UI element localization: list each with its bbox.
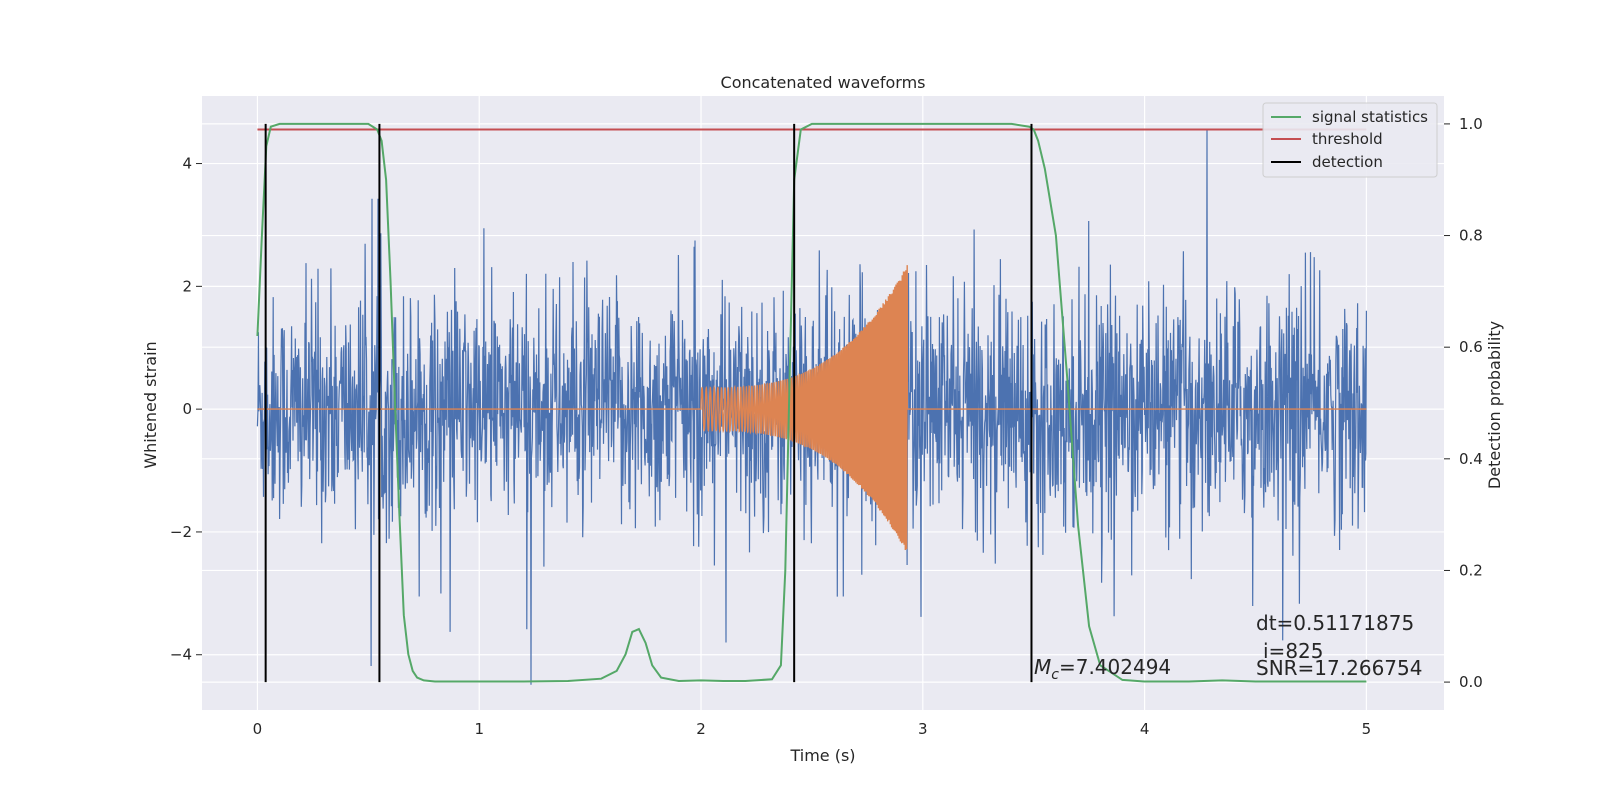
x-tick-label: 5 — [1362, 720, 1372, 738]
y2-tick-label: 0.0 — [1459, 673, 1483, 691]
y-tick-label: −4 — [170, 646, 192, 664]
y2-tick-label: 0.6 — [1459, 338, 1483, 356]
annotation-mc-value: =7.402494 — [1059, 655, 1171, 679]
legend-label-detection: detection — [1312, 153, 1383, 171]
y-tick-label: 0 — [182, 400, 192, 418]
annotation-snr: SNR=17.266754 — [1256, 656, 1422, 680]
annotations: dt=0.51171875 i=825 SNR=17.266754 Mc=7.4… — [1034, 611, 1422, 683]
y-tick-label: 2 — [182, 277, 192, 295]
x-tick-label: 3 — [918, 720, 928, 738]
y2-axis-label: Detection probability — [1485, 321, 1504, 489]
y-tick-label: 4 — [182, 155, 192, 173]
signal-statistics-line — [256, 122, 1367, 683]
x-tick-label: 1 — [474, 720, 484, 738]
y-tick-label: −2 — [170, 523, 192, 541]
template-waveform — [257, 265, 1367, 551]
chart-title: Concatenated waveforms — [721, 73, 926, 92]
x-tick-label: 2 — [696, 720, 706, 738]
annotation-mc: Mc=7.402494 — [1034, 655, 1171, 683]
x-tick-label: 0 — [253, 720, 263, 738]
annotation-mc-subscript: c — [1051, 667, 1059, 683]
y2-tick-label: 0.8 — [1459, 227, 1483, 245]
x-axis-label: Time (s) — [789, 746, 855, 765]
legend-label-signal-statistics: signal statistics — [1312, 108, 1428, 126]
annotation-dt: dt=0.51171875 — [1256, 611, 1414, 635]
y2-tick-label: 1.0 — [1459, 115, 1483, 133]
y-axis-label: Whitened strain — [141, 341, 160, 468]
tick-layer: 0 1 2 3 4 5 −4 −2 0 2 4 0.0 0.2 0.4 0.6 0.8 1.0 — [170, 115, 1483, 738]
legend-box — [1262, 102, 1438, 178]
legend: signal statistics threshold detection — [1262, 102, 1438, 178]
y2-tick-label: 0.2 — [1459, 561, 1483, 579]
x-tick-label: 4 — [1140, 720, 1150, 738]
annotation-mc-symbol: M — [1034, 655, 1051, 679]
legend-label-threshold: threshold — [1312, 130, 1383, 148]
data-layer — [256, 122, 1367, 685]
annotation-i: i=825 — [1263, 639, 1324, 663]
y2-tick-label: 0.4 — [1459, 450, 1483, 468]
